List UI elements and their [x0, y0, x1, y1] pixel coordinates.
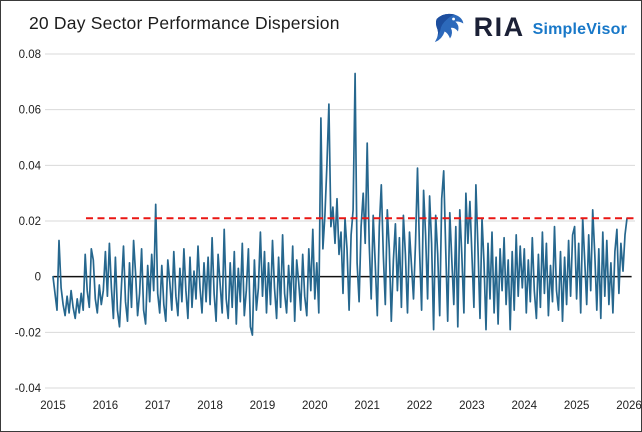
y-axis-tick-label: 0.02	[19, 216, 41, 228]
y-axis-tick-label: -0.02	[15, 327, 41, 339]
x-axis-tick-label: 2025	[564, 400, 590, 412]
x-axis-tick-label: 2017	[145, 400, 171, 412]
x-axis-tick-label: 2020	[302, 400, 328, 412]
y-axis-tick-label: 0.04	[19, 160, 42, 172]
x-axis-tick-label: 2015	[40, 400, 66, 412]
brand-logo: RIA SimpleVisor	[432, 11, 627, 43]
y-axis-tick-label: -0.04	[15, 383, 42, 395]
x-axis-tick-label: 2021	[354, 400, 380, 412]
y-axis-tick-label: 0	[35, 272, 41, 284]
x-axis-tick-label: 2022	[407, 400, 433, 412]
brand-product-simplevisor: SimpleVisor	[532, 21, 627, 38]
ria-eagle-icon	[434, 13, 463, 43]
brand-name-ria: RIA	[473, 11, 525, 42]
x-axis-tick-label: 2024	[511, 400, 537, 412]
y-axis-tick-label: 0.06	[19, 105, 41, 117]
x-axis-tick-label: 2026	[616, 400, 642, 412]
x-axis-tick-label: 2019	[250, 400, 276, 412]
y-axis-tick-label: 0.08	[19, 49, 41, 61]
chart-header: 20 Day Sector Performance Dispersion RIA…	[1, 1, 641, 45]
x-axis-tick-label: 2018	[197, 400, 223, 412]
dispersion-series-line	[52, 72, 628, 336]
x-axis-tick-label: 2016	[93, 400, 119, 412]
chart-title: 20 Day Sector Performance Dispersion	[29, 13, 340, 33]
x-axis-tick-label: 2023	[459, 400, 485, 412]
